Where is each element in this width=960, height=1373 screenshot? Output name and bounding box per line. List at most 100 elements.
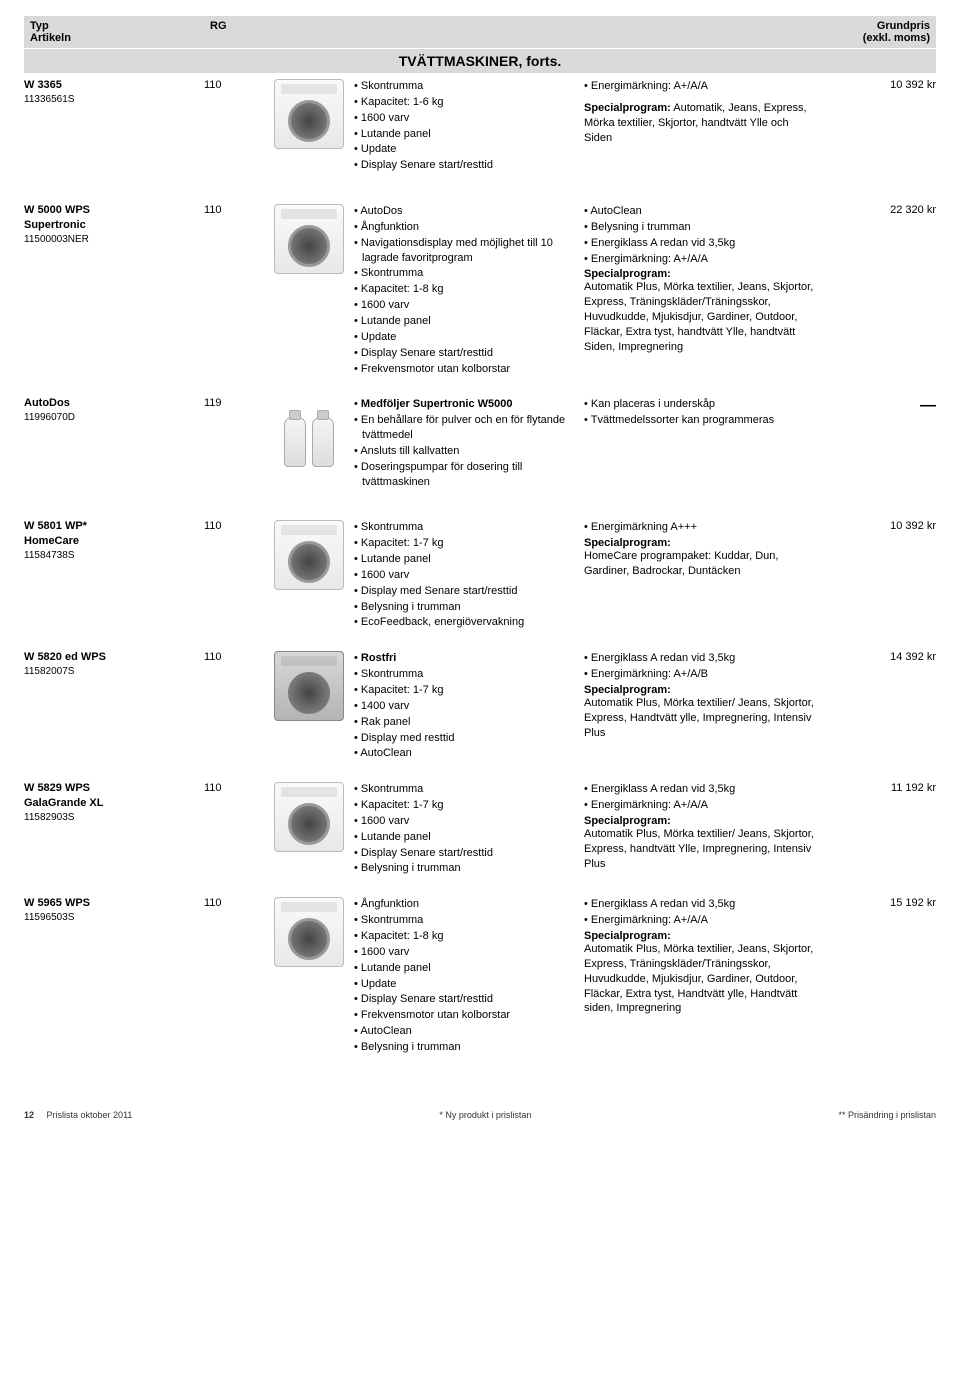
feature-item: Display Senare start/resttid bbox=[354, 346, 574, 361]
footer-mid: * Ny produkt i prislistan bbox=[439, 1110, 531, 1120]
features-col2: Energiklass A redan vid 3,5kgEnergimärkn… bbox=[584, 782, 824, 877]
washer-icon bbox=[274, 204, 344, 274]
product-subname: Supertronic bbox=[24, 219, 198, 231]
features-col2: Kan placeras i underskåpTvättmedelssorte… bbox=[584, 397, 824, 490]
rg-value: 110 bbox=[204, 204, 264, 377]
product-info: W 5801 WP* HomeCare 11584738S bbox=[24, 520, 204, 631]
features-col1: Medföljer Supertronic W5000En behållare … bbox=[354, 397, 584, 490]
feature-item: Skontrumma bbox=[354, 782, 574, 797]
feature-item: Display Senare start/resttid bbox=[354, 158, 574, 173]
feature-item: 1400 varv bbox=[354, 699, 574, 714]
feature-item: Update bbox=[354, 142, 574, 157]
rg-value: 110 bbox=[204, 79, 264, 174]
feature-item: Kan placeras i underskåp bbox=[584, 397, 814, 412]
feature-item: Navigationsdisplay med möjlighet till 10… bbox=[354, 236, 574, 266]
product-subname: GalaGrande XL bbox=[24, 797, 198, 809]
feature-item: Frekvensmotor utan kolborstar bbox=[354, 1008, 574, 1023]
feature-item: Specialprogram: bbox=[584, 684, 814, 696]
product-row: W 5965 WPS11596503S110 ÅngfunktionSkontru… bbox=[24, 891, 936, 1069]
price-dash: — bbox=[920, 397, 936, 414]
product-info: W 5820 ed WPS11582007S bbox=[24, 651, 204, 762]
feature-item: Belysning i trumman bbox=[354, 600, 574, 615]
product-row: W 5820 ed WPS11582007S110RostfriSkontrum… bbox=[24, 645, 936, 776]
product-info: AutoDos11996070D bbox=[24, 397, 204, 490]
rg-value: 110 bbox=[204, 782, 264, 877]
product-info: W 5829 WPS GalaGrande XL 11582903S bbox=[24, 782, 204, 877]
product-image bbox=[264, 204, 354, 377]
product-image bbox=[264, 397, 354, 490]
feature-item: Tvättmedelssorter kan programmeras bbox=[584, 413, 814, 428]
washer-icon bbox=[274, 782, 344, 852]
product-info: W 336511336561S bbox=[24, 79, 204, 174]
rg-value: 110 bbox=[204, 897, 264, 1055]
product-name: W 5829 WPS bbox=[24, 782, 198, 794]
header-price: Grundpris (exkl. moms) bbox=[270, 20, 930, 44]
price: 15 192 kr bbox=[824, 897, 936, 1055]
product-name: AutoDos bbox=[24, 397, 198, 409]
article-number: 11584738S bbox=[24, 550, 198, 561]
feature-item: Skontrumma bbox=[354, 266, 574, 281]
feature-item: Ångfunktion bbox=[354, 220, 574, 235]
product-name: W 5820 ed WPS bbox=[24, 651, 198, 663]
feature-item: Specialprogram: bbox=[584, 537, 814, 549]
header-typ: Typ bbox=[30, 20, 210, 32]
header-col1: Typ Artikeln bbox=[30, 20, 210, 44]
feature-item: Energimärkning: A+/A/A bbox=[584, 79, 814, 94]
feature-item: Rostfri bbox=[354, 651, 574, 666]
feature-item: Display med resttid bbox=[354, 731, 574, 746]
footer-right: ** Prisändring i prislistan bbox=[838, 1110, 936, 1120]
feature-item: Kapacitet: 1-8 kg bbox=[354, 282, 574, 297]
feature-paragraph: Automatik Plus, Mörka textilier, Jeans, … bbox=[584, 942, 814, 1016]
product-row: AutoDos11996070D119 Medföljer Supertronic… bbox=[24, 391, 936, 504]
feature-item: Skontrumma bbox=[354, 79, 574, 94]
features-col1: AutoDosÅngfunktionNavigationsdisplay med… bbox=[354, 204, 584, 377]
price: 14 392 kr bbox=[824, 651, 936, 762]
price: 11 192 kr bbox=[824, 782, 936, 877]
feature-item: Update bbox=[354, 977, 574, 992]
feature-item: Energiklass A redan vid 3,5kg bbox=[584, 651, 814, 666]
feature-item: Skontrumma bbox=[354, 520, 574, 535]
feature-item: Specialprogram: bbox=[584, 815, 814, 827]
feature-item: Skontrumma bbox=[354, 913, 574, 928]
product-image bbox=[264, 897, 354, 1055]
feature-item: Energiklass A redan vid 3,5kg bbox=[584, 897, 814, 912]
feature-item: AutoClean bbox=[584, 204, 814, 219]
rg-value: 110 bbox=[204, 520, 264, 631]
rg-value: 119 bbox=[204, 397, 264, 490]
feature-item: En behållare för pulver och en för flyta… bbox=[354, 413, 574, 443]
feature-paragraph: Automatik Plus, Mörka textilier/ Jeans, … bbox=[584, 827, 814, 872]
feature-item: Belysning i trumman bbox=[584, 220, 814, 235]
price: 10 392 kr bbox=[824, 520, 936, 631]
feature-item: AutoClean bbox=[354, 746, 574, 761]
product-row: W 5801 WP* HomeCare 11584738S 110 Skontrumma… bbox=[24, 514, 936, 645]
article-number: 11336561S bbox=[24, 94, 198, 105]
feature-item: Display Senare start/resttid bbox=[354, 846, 574, 861]
product-row: W 5000 WPSSupertronic11500003NER110AutoD… bbox=[24, 198, 936, 391]
article-number: 11582903S bbox=[24, 812, 198, 823]
product-info: W 5965 WPS11596503S bbox=[24, 897, 204, 1055]
bottles-icon bbox=[274, 397, 344, 467]
feature-item: Energimärkning: A+/A/A bbox=[584, 798, 814, 813]
feature-item: Belysning i trumman bbox=[354, 861, 574, 876]
article-number: 11500003NER bbox=[24, 234, 198, 245]
feature-item: Energiklass A redan vid 3,5kg bbox=[584, 236, 814, 251]
product-name: W 5801 WP* bbox=[24, 520, 198, 532]
feature-item: Display med Senare start/resttid bbox=[354, 584, 574, 599]
page-footer: 12 Prislista oktober 2011 * Ny produkt i… bbox=[24, 1110, 936, 1136]
features-col1: RostfriSkontrummaKapacitet: 1-7 kg1400 v… bbox=[354, 651, 584, 762]
feature-item: Ångfunktion bbox=[354, 897, 574, 912]
product-subname: HomeCare bbox=[24, 535, 198, 547]
feature-paragraph: Specialprogram: Automatik, Jeans, Expres… bbox=[584, 101, 814, 146]
feature-item: 1600 varv bbox=[354, 111, 574, 126]
feature-paragraph: Automatik Plus, Mörka textilier, Jeans, … bbox=[584, 280, 814, 354]
feature-item: Lutande panel bbox=[354, 127, 574, 142]
features-col2: Energimärkning: A+/A/A Specialprogram: Au… bbox=[584, 79, 824, 174]
product-name: W 5965 WPS bbox=[24, 897, 198, 909]
washer-icon bbox=[274, 520, 344, 590]
features-col1: SkontrummaKapacitet: 1-7 kgLutande panel… bbox=[354, 520, 584, 631]
feature-item: Kapacitet: 1-7 kg bbox=[354, 683, 574, 698]
feature-item: Kapacitet: 1-8 kg bbox=[354, 929, 574, 944]
feature-item: Update bbox=[354, 330, 574, 345]
feature-item: Doseringspumpar för dosering till tvättm… bbox=[354, 460, 574, 490]
header-artikeln: Artikeln bbox=[30, 32, 210, 44]
